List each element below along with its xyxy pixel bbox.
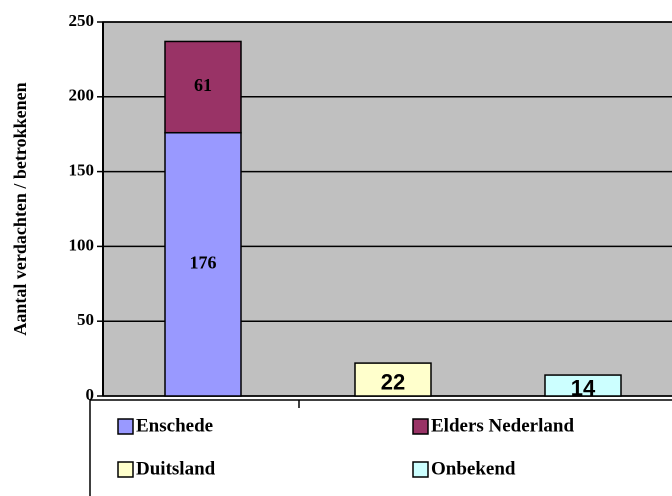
bar-segment [544,374,622,397]
legend-label: Onbekend [431,458,516,479]
y-tick-label: 0 [86,385,95,404]
bar-segment [164,131,242,397]
y-tick-label: 100 [69,235,95,254]
bar-segment [164,40,242,134]
legend-label: Duitsland [136,458,216,479]
data-label: 176 [190,252,217,272]
data-label: 61 [194,75,212,95]
legend-swatch [117,418,134,435]
legend-label: Enschede [136,415,213,436]
y-tick-label: 50 [77,310,94,329]
legend-swatch [412,461,429,478]
data-label: 22 [381,369,405,394]
legend-label: Elders Nederland [431,415,574,436]
y-tick-label: 200 [69,86,95,105]
legend-swatch [117,461,134,478]
data-label: 14 [571,375,596,400]
legend-swatch [412,418,429,435]
legend-box [89,399,672,496]
y-tick-label: 250 [69,11,95,30]
bar-segment [354,362,432,397]
y-tick-label: 150 [69,161,95,180]
y-axis-label: Aantal verdachten / betrokkenen [10,82,30,335]
